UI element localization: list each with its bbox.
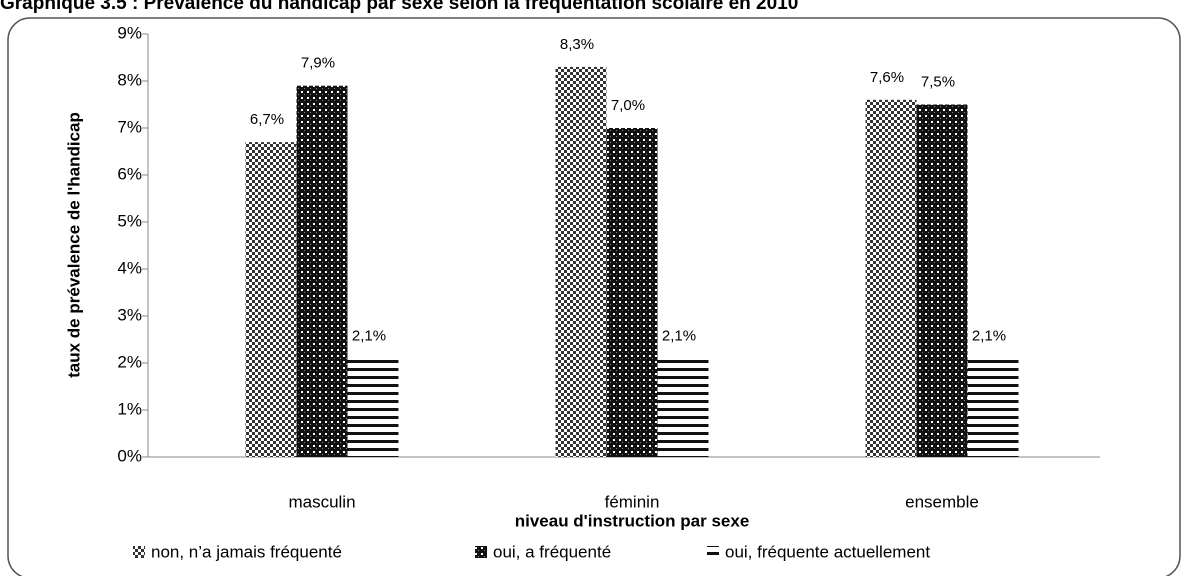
y-axis-title: taux de prévalence de l'handicap xyxy=(64,112,83,378)
bar xyxy=(555,66,607,458)
data-label: 2,1% xyxy=(972,327,1006,344)
data-label: 7,9% xyxy=(301,55,335,72)
data-label: 7,6% xyxy=(870,69,904,86)
bar xyxy=(245,142,297,457)
bar xyxy=(296,85,348,457)
legend-swatch xyxy=(475,546,487,558)
bar xyxy=(865,99,917,458)
bar xyxy=(347,358,399,457)
legend-swatch xyxy=(707,546,719,558)
data-label: 7,0% xyxy=(611,97,645,114)
bar xyxy=(916,104,968,457)
y-tick-label: 2% xyxy=(117,352,142,371)
bar xyxy=(967,358,1019,457)
data-label: 6,7% xyxy=(250,111,284,128)
legend-label: non, n’a jamais fréquenté xyxy=(151,542,342,561)
y-tick-label: 3% xyxy=(117,305,142,324)
data-label: 2,1% xyxy=(352,327,386,344)
x-axis-title: niveau d'instruction par sexe xyxy=(515,511,750,530)
y-tick-label: 0% xyxy=(117,446,142,465)
data-label: 2,1% xyxy=(662,327,696,344)
bar xyxy=(606,128,658,457)
x-tick-label: masculin xyxy=(288,492,355,511)
y-tick-label: 8% xyxy=(117,70,142,89)
x-tick-label: féminin xyxy=(605,492,660,511)
y-tick-label: 1% xyxy=(117,399,142,418)
frame xyxy=(7,17,1181,576)
x-tick-label: ensemble xyxy=(905,492,979,511)
legend-label: oui, a fréquenté xyxy=(493,542,611,561)
y-tick-label: 7% xyxy=(117,117,142,136)
y-tick-label: 5% xyxy=(117,211,142,230)
legend-label: oui, fréquente actuellement xyxy=(725,542,930,561)
y-tick-label: 6% xyxy=(117,164,142,183)
bar xyxy=(657,358,709,457)
y-tick-label: 4% xyxy=(117,258,142,277)
data-label: 8,3% xyxy=(560,36,594,53)
chart-title: Graphique 3.5 : Prévalence du handicap p… xyxy=(0,0,798,14)
legend-swatch xyxy=(133,546,145,558)
y-tick-label: 9% xyxy=(117,23,142,42)
data-label: 7,5% xyxy=(921,73,955,90)
